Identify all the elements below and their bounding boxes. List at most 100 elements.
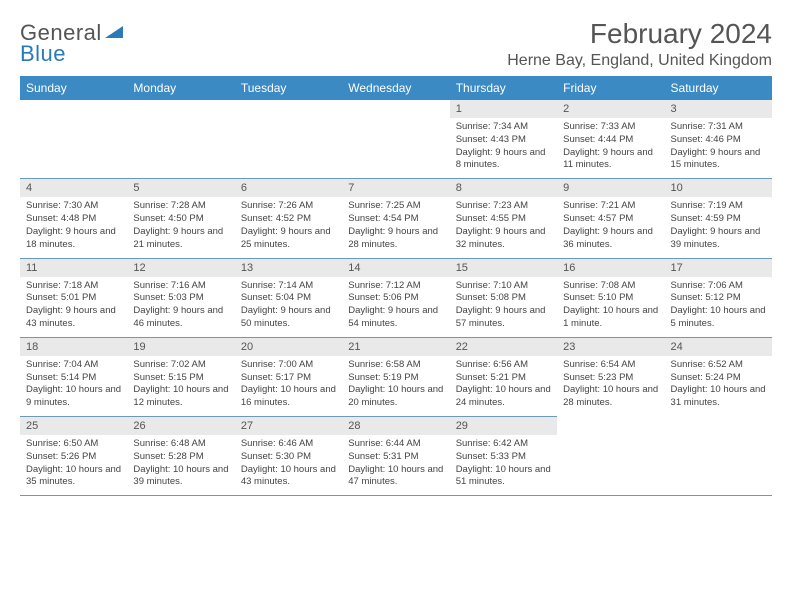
day-number: 18 — [20, 338, 127, 356]
calendar-day: 22 Sunrise: 6:56 AMSunset: 5:21 PMDayligh… — [450, 337, 557, 416]
day-number: 27 — [235, 417, 342, 435]
sunrise-text: Sunrise: 7:08 AM — [563, 280, 658, 293]
day-number: 24 — [665, 338, 772, 356]
day-number: 22 — [450, 338, 557, 356]
sunset-text: Sunset: 5:12 PM — [671, 292, 766, 305]
sunset-text: Sunset: 4:50 PM — [133, 213, 228, 226]
day-number: 3 — [665, 100, 772, 118]
weekday-header: Wednesday — [342, 76, 449, 100]
sunrise-text: Sunrise: 6:50 AM — [26, 438, 121, 451]
day-content: Sunrise: 7:19 AMSunset: 4:59 PMDaylight:… — [665, 197, 772, 257]
sunset-text: Sunset: 5:14 PM — [26, 372, 121, 385]
sunrise-text: Sunrise: 7:06 AM — [671, 280, 766, 293]
sunset-text: Sunset: 5:30 PM — [241, 451, 336, 464]
sunset-text: Sunset: 5:10 PM — [563, 292, 658, 305]
calendar-day: 12Sunrise: 7:16 AMSunset: 5:03 PMDayligh… — [127, 258, 234, 337]
day-content: Sunrise: 6:44 AMSunset: 5:31 PMDaylight:… — [342, 435, 449, 495]
calendar-day: 4Sunrise: 7:30 AMSunset: 4:48 PMDaylight… — [20, 179, 127, 258]
day-content: Sunrise: 7:00 AMSunset: 5:17 PMDaylight:… — [235, 356, 342, 416]
calendar-day: 23Sunrise: 6:54 AMSunset: 5:23 PMDayligh… — [557, 337, 664, 416]
calendar-day: 13Sunrise: 7:14 AMSunset: 5:04 PMDayligh… — [235, 258, 342, 337]
sunrise-text: Sunrise: 7:19 AM — [671, 200, 766, 213]
sunrise-text: Sunrise: 7:00 AM — [241, 359, 336, 372]
sunrise-text: Sunrise: 6:56 AM — [456, 359, 551, 372]
daylight-text: Daylight: 9 hours and 36 minutes. — [563, 226, 658, 252]
day-content: Sunrise: 6:42 AMSunset: 5:33 PMDaylight:… — [450, 435, 557, 495]
sunrise-text: Sunrise: 7:21 AM — [563, 200, 658, 213]
daylight-text: Daylight: 10 hours and 24 minutes. — [456, 384, 551, 410]
sunrise-text: Sunrise: 7:10 AM — [456, 280, 551, 293]
sunrise-text: Sunrise: 7:04 AM — [26, 359, 121, 372]
day-number: 28 — [342, 417, 449, 435]
calendar-body: 1Sunrise: 7:34 AMSunset: 4:43 PMDaylight… — [20, 100, 772, 496]
sunrise-text: Sunrise: 7:23 AM — [456, 200, 551, 213]
sunset-text: Sunset: 4:55 PM — [456, 213, 551, 226]
day-number: 16 — [557, 259, 664, 277]
sunrise-text: Sunrise: 6:44 AM — [348, 438, 443, 451]
sunset-text: Sunset: 5:15 PM — [133, 372, 228, 385]
day-content: Sunrise: 7:02 AMSunset: 5:15 PMDaylight:… — [127, 356, 234, 416]
day-content: Sunrise: 7:25 AMSunset: 4:54 PMDaylight:… — [342, 197, 449, 257]
day-content: Sunrise: 7:30 AMSunset: 4:48 PMDaylight:… — [20, 197, 127, 257]
sunset-text: Sunset: 5:03 PM — [133, 292, 228, 305]
month-title: February 2024 — [507, 18, 772, 50]
sunset-text: Sunset: 5:21 PM — [456, 372, 551, 385]
calendar-table: SundayMondayTuesdayWednesdayThursdayFrid… — [20, 76, 772, 496]
day-number: 23 — [557, 338, 664, 356]
day-number: 7 — [342, 179, 449, 197]
day-number: 29 — [450, 417, 557, 435]
daylight-text: Daylight: 9 hours and 21 minutes. — [133, 226, 228, 252]
weekday-header: Thursday — [450, 76, 557, 100]
day-number: 26 — [127, 417, 234, 435]
day-content: Sunrise: 6:46 AMSunset: 5:30 PMDaylight:… — [235, 435, 342, 495]
sunset-text: Sunset: 4:54 PM — [348, 213, 443, 226]
sunrise-text: Sunrise: 7:33 AM — [563, 121, 658, 134]
daylight-text: Daylight: 9 hours and 46 minutes. — [133, 305, 228, 331]
daylight-text: Daylight: 9 hours and 54 minutes. — [348, 305, 443, 331]
day-content: Sunrise: 7:33 AMSunset: 4:44 PMDaylight:… — [557, 118, 664, 178]
weekday-header: Monday — [127, 76, 234, 100]
daylight-text: Daylight: 10 hours and 20 minutes. — [348, 384, 443, 410]
sunset-text: Sunset: 4:43 PM — [456, 134, 551, 147]
sunset-text: Sunset: 5:28 PM — [133, 451, 228, 464]
calendar-day — [127, 100, 234, 179]
day-number: 12 — [127, 259, 234, 277]
calendar-day: 3Sunrise: 7:31 AMSunset: 4:46 PMDaylight… — [665, 100, 772, 179]
day-content: Sunrise: 6:52 AMSunset: 5:24 PMDaylight:… — [665, 356, 772, 416]
sunset-text: Sunset: 4:52 PM — [241, 213, 336, 226]
sunrise-text: Sunrise: 7:31 AM — [671, 121, 766, 134]
sunset-text: Sunset: 4:44 PM — [563, 134, 658, 147]
logo-triangle-icon — [105, 26, 125, 45]
daylight-text: Daylight: 10 hours and 12 minutes. — [133, 384, 228, 410]
calendar-day — [235, 100, 342, 179]
calendar-week: 18 Sunrise: 7:04 AMSunset: 5:14 PM Dayligh… — [20, 337, 772, 416]
calendar-day: 26Sunrise: 6:48 AMSunset: 5:28 PMDayligh… — [127, 417, 234, 496]
daylight-text: Daylight: 10 hours and 47 minutes. — [348, 464, 443, 490]
sunrise-text: Sunrise: 7:02 AM — [133, 359, 228, 372]
sunrise-text: Sunrise: 7:18 AM — [26, 280, 121, 293]
calendar-day: 15Sunrise: 7:10 AMSunset: 5:08 PMDayligh… — [450, 258, 557, 337]
daylight-text: Daylight: 9 hours and 25 minutes. — [241, 226, 336, 252]
daylight-text: Daylight: 10 hours and 43 minutes. — [241, 464, 336, 490]
day-number: 19 — [127, 338, 234, 356]
calendar-day: 19Sunrise: 7:02 AMSunset: 5:15 PMDayligh… — [127, 337, 234, 416]
title-block: February 2024 Herne Bay, England, United… — [507, 18, 772, 70]
daylight-text: Daylight: 9 hours and 15 minutes. — [671, 147, 766, 173]
day-number: 1 — [450, 100, 557, 118]
calendar-day — [20, 100, 127, 179]
sunrise-text: Sunrise: 6:46 AM — [241, 438, 336, 451]
sunset-text: Sunset: 5:01 PM — [26, 292, 121, 305]
calendar-day: 27Sunrise: 6:46 AMSunset: 5:30 PMDayligh… — [235, 417, 342, 496]
daylight-text: Daylight: 10 hours and 39 minutes. — [133, 464, 228, 490]
calendar-day: 5Sunrise: 7:28 AMSunset: 4:50 PMDaylight… — [127, 179, 234, 258]
calendar-day — [557, 417, 664, 496]
day-number: 2 — [557, 100, 664, 118]
calendar-day — [665, 417, 772, 496]
day-content: Sunrise: 7:28 AMSunset: 4:50 PMDaylight:… — [127, 197, 234, 257]
calendar-week: 11Sunrise: 7:18 AMSunset: 5:01 PMDayligh… — [20, 258, 772, 337]
day-content: Sunrise: 6:50 AMSunset: 5:26 PMDaylight:… — [20, 435, 127, 495]
day-content: Sunrise: 6:54 AMSunset: 5:23 PMDaylight:… — [557, 356, 664, 416]
sunset-text: Sunset: 5:24 PM — [671, 372, 766, 385]
daylight-text: Daylight: 9 hours and 28 minutes. — [348, 226, 443, 252]
daylight-text: Daylight: 9 hours and 50 minutes. — [241, 305, 336, 331]
